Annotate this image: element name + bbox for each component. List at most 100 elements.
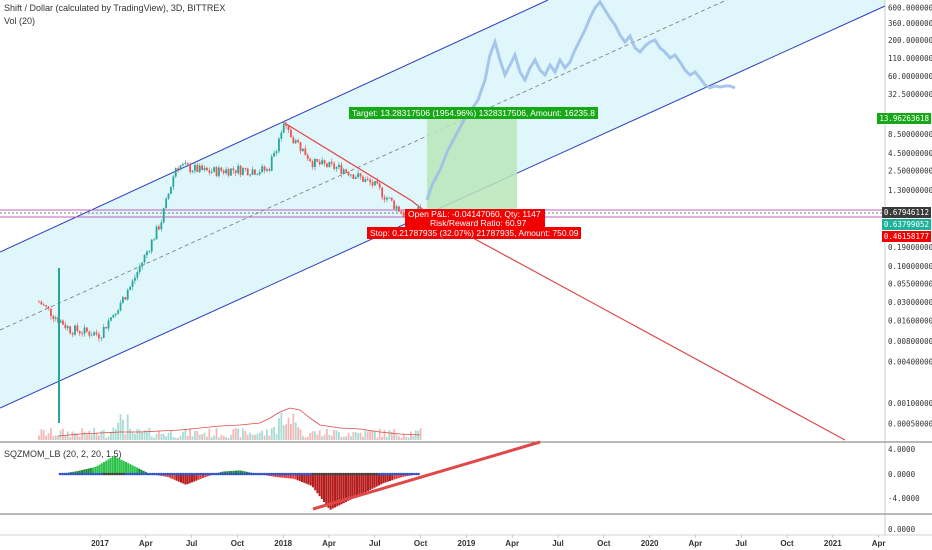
volume-bar — [405, 436, 408, 440]
momentum-bar — [312, 474, 314, 488]
squeeze-dot — [302, 472, 306, 476]
volume-bar — [100, 431, 103, 440]
candle-body — [117, 310, 120, 314]
squeeze-dot — [272, 472, 275, 476]
volume-bar — [335, 430, 338, 440]
volume-bar — [280, 413, 283, 440]
squeeze-dot — [140, 472, 143, 476]
volume-bar — [110, 431, 112, 440]
price-tick-label: 8.50000000 — [888, 130, 932, 139]
volume-bar — [297, 427, 300, 440]
candle-body — [196, 164, 199, 172]
candle-body — [357, 173, 360, 178]
momentum-bar — [389, 474, 391, 481]
squeeze-dot — [316, 472, 319, 476]
squeeze-dot — [104, 472, 108, 476]
candle-body — [194, 164, 196, 171]
volume-bar — [230, 434, 232, 440]
momentum-bar — [241, 470, 244, 474]
squeeze-dot — [320, 472, 324, 476]
momentum-bar — [83, 469, 86, 474]
candle-body — [174, 168, 177, 177]
squeeze-dot — [239, 472, 242, 476]
squeeze-dot — [261, 472, 264, 476]
squeeze-dot — [146, 472, 150, 476]
volume-bar — [309, 433, 312, 440]
volume-bar — [357, 432, 360, 440]
volume-bar — [306, 436, 309, 440]
squeeze-dot — [364, 472, 368, 476]
squeeze-dot — [135, 472, 139, 476]
volume-bar — [338, 432, 340, 440]
price-tag-stop: 0.46158177 — [881, 231, 931, 242]
candle-body — [222, 170, 225, 174]
momentum-bar — [92, 467, 94, 474]
candle-body — [242, 168, 244, 175]
candle-body — [254, 169, 256, 175]
momentum-bar — [202, 474, 204, 478]
volume-bar — [170, 430, 172, 440]
momentum-bar — [76, 471, 79, 474]
squeeze-dot — [366, 472, 370, 476]
squeeze-dot — [221, 472, 225, 476]
candle-body — [131, 280, 134, 287]
candle-body — [66, 326, 69, 329]
candle-body — [321, 160, 324, 165]
price-tick-label: 0.03000000 — [888, 298, 932, 307]
volume-bar — [239, 437, 242, 440]
squeeze-dot — [122, 472, 126, 476]
target-tag[interactable]: Target: 13.28317506 (1954.96%) 132831750… — [349, 107, 598, 119]
candle-body — [304, 148, 307, 156]
squeeze-dot — [80, 472, 84, 476]
momentum-bar — [140, 469, 143, 474]
candle-body — [239, 165, 242, 175]
squeeze-dot — [82, 472, 86, 476]
squeeze-dot — [71, 472, 75, 476]
squeeze-dot — [388, 472, 392, 476]
volume-bar — [304, 437, 307, 440]
candle-body — [83, 327, 86, 334]
time-tick-label: Apr — [689, 539, 703, 548]
momentum-bar — [342, 474, 345, 504]
momentum-bar — [305, 474, 308, 484]
price-tick-label: 4.50000000 — [888, 149, 932, 158]
volume-bar — [206, 436, 208, 440]
squeeze-dot — [236, 472, 240, 476]
momentum-bar — [129, 464, 132, 474]
volume-bar — [189, 428, 192, 440]
candle-body — [326, 163, 328, 167]
volume-bars — [38, 413, 422, 440]
momentum-bar — [358, 474, 361, 496]
squeeze-dot — [313, 472, 317, 476]
volume-bar — [88, 430, 91, 440]
momentum-bar — [85, 469, 88, 474]
squeeze-dot — [124, 472, 128, 476]
momentum-bar — [191, 474, 193, 483]
candle-body — [386, 197, 388, 200]
volume-bar — [350, 436, 352, 440]
squeeze-dot — [291, 472, 295, 476]
open-pnl-tag[interactable]: Open P&L: -0.04147060, Qty: 1147 Risk/Re… — [405, 209, 545, 229]
candle-body — [299, 142, 302, 152]
time-tick-label: Oct — [780, 539, 794, 548]
volume-bar — [314, 431, 316, 440]
squeeze-dot — [214, 472, 218, 476]
candle-body — [64, 324, 67, 329]
momentum-bar — [336, 474, 339, 507]
squeeze-dot — [67, 472, 71, 476]
squeeze-dot — [318, 472, 321, 476]
stop-tag[interactable]: Stop: 0.21787935 (32.07%) 21787935, Amou… — [367, 227, 582, 239]
momentum-bar — [316, 474, 319, 494]
volume-bar — [174, 437, 177, 440]
momentum-bar — [318, 474, 321, 497]
squeeze-dot — [181, 472, 185, 476]
momentum-bar — [360, 474, 363, 495]
momentum-bar — [131, 465, 134, 474]
momentum-bar — [125, 462, 127, 474]
squeeze-dot — [109, 472, 112, 476]
squeeze-dot — [401, 472, 405, 476]
candle-body — [138, 266, 141, 273]
momentum-bar — [105, 460, 108, 474]
